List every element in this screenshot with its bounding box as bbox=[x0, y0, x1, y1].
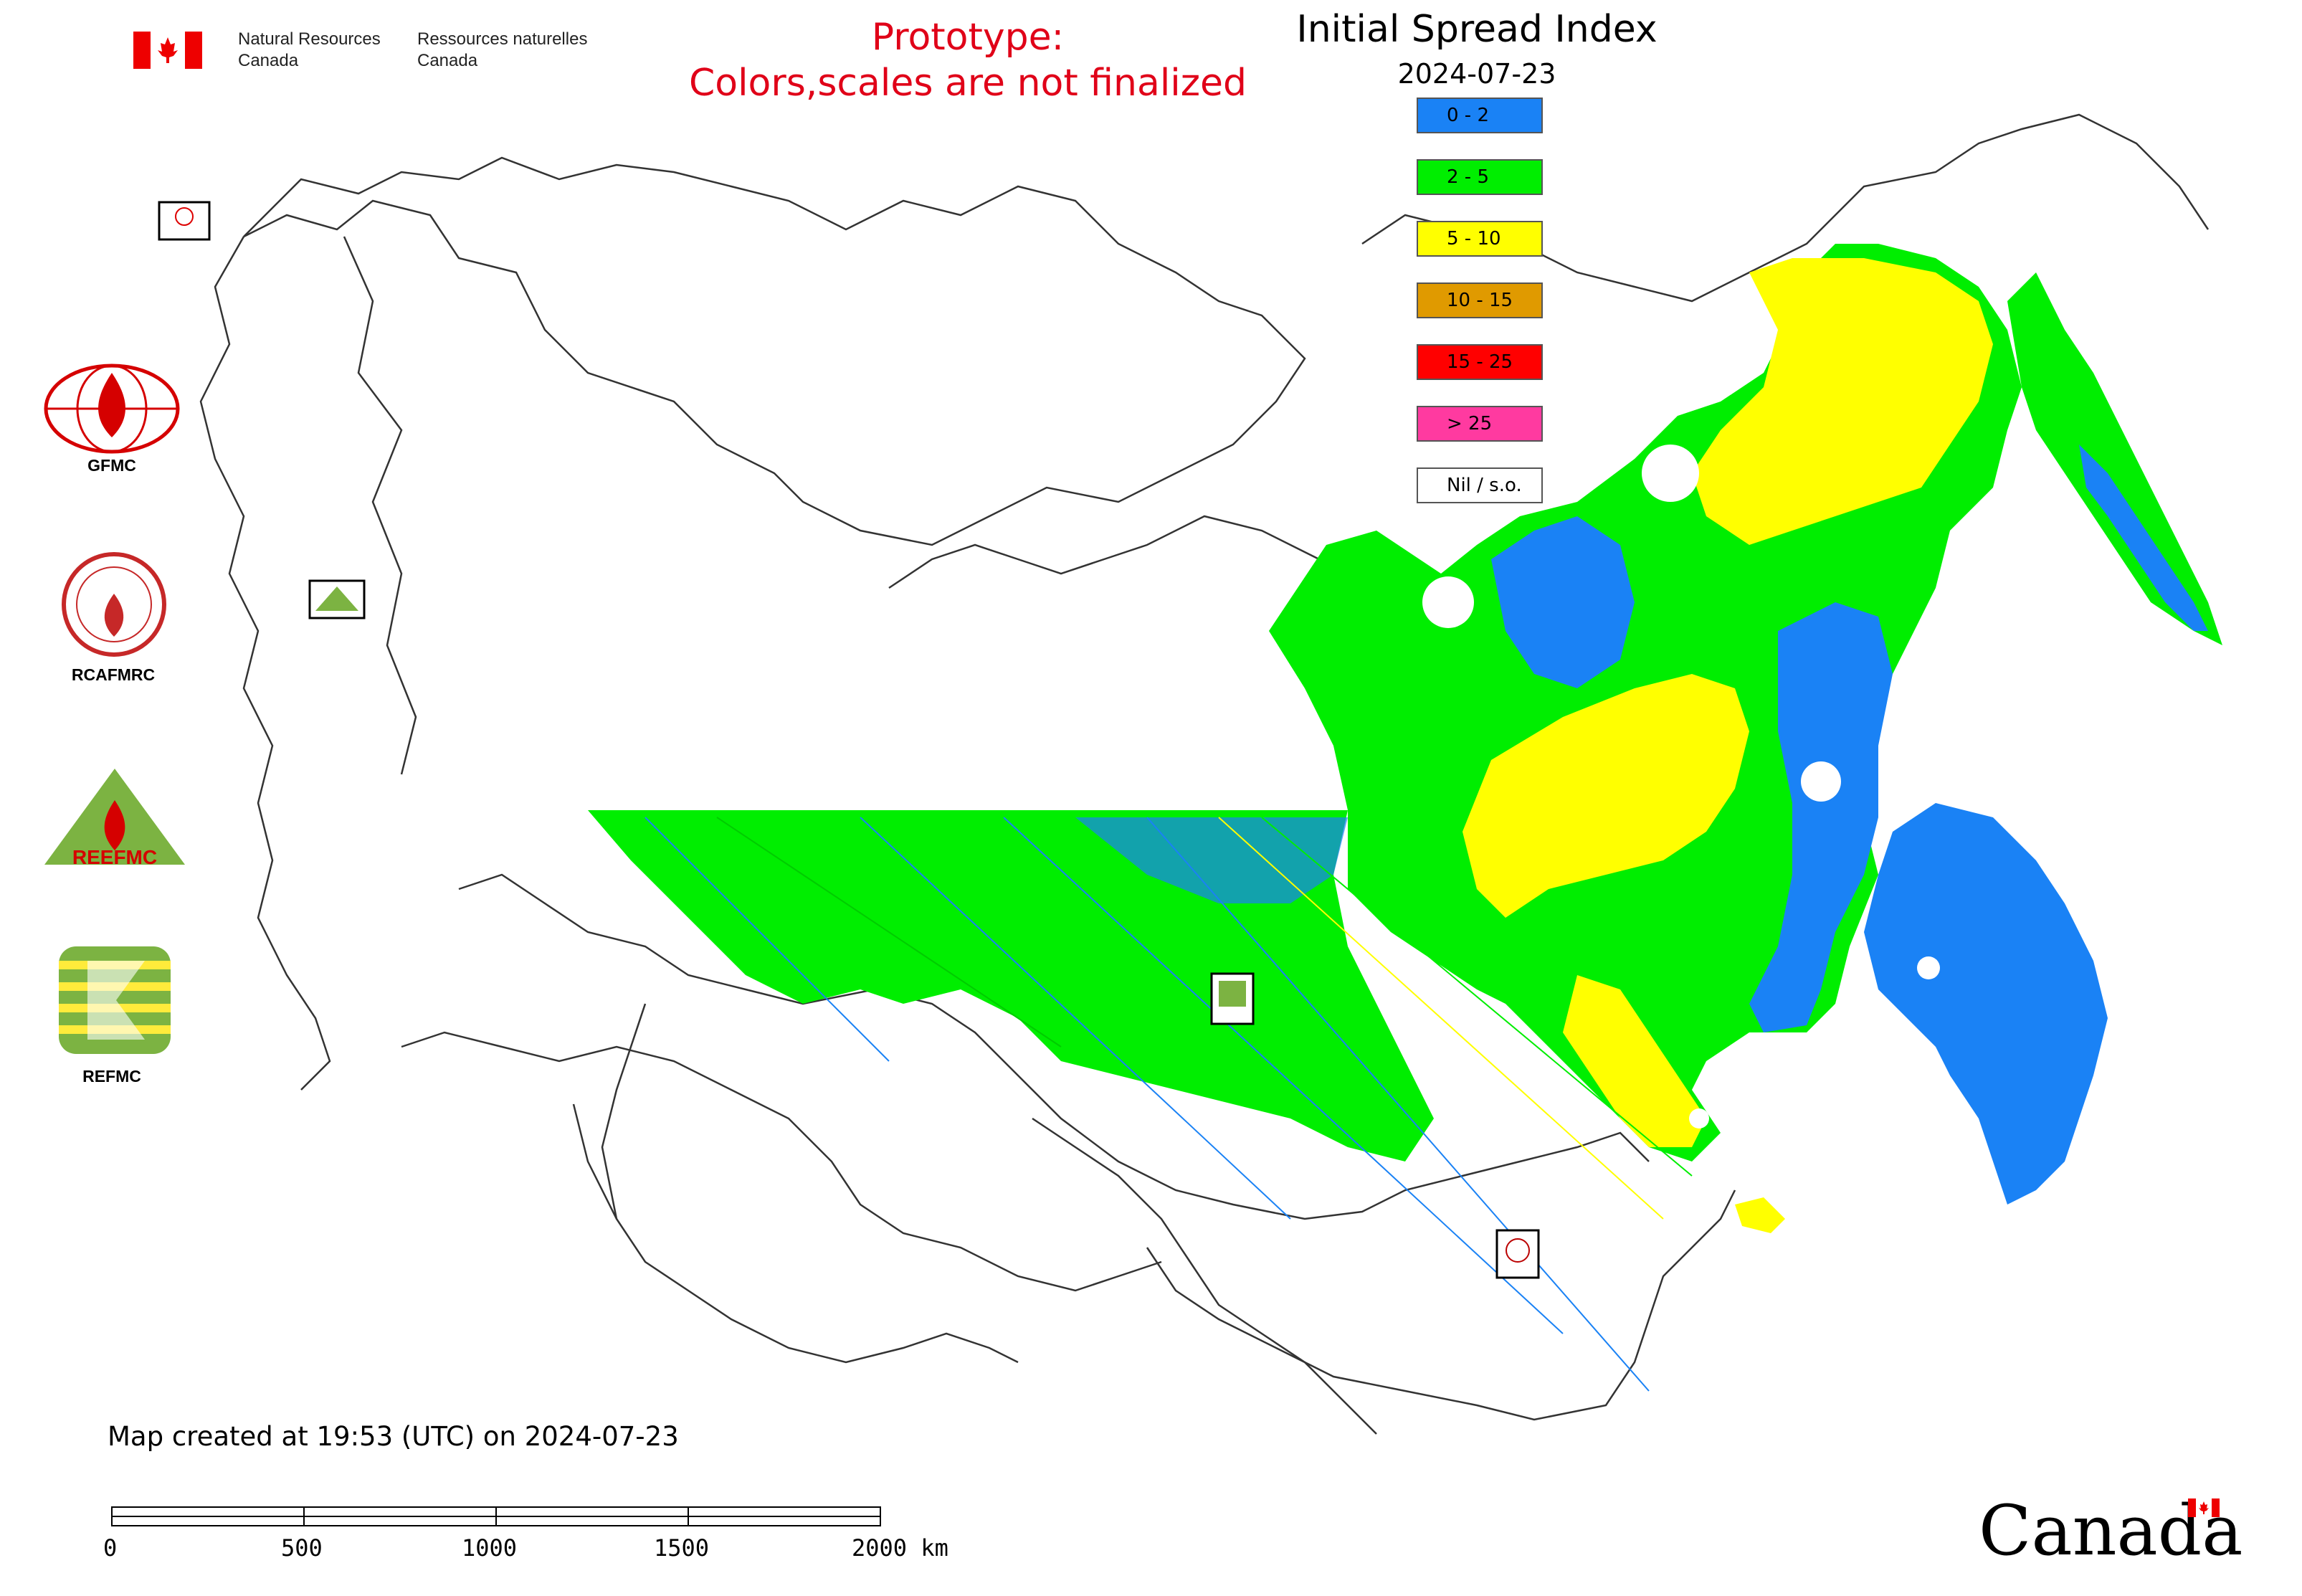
legend-item: 15 - 25 bbox=[1417, 344, 1543, 380]
scale-tick-label: 1000 bbox=[462, 1534, 518, 1562]
reefmc-logo-icon bbox=[44, 769, 185, 865]
marker-gfmc bbox=[158, 201, 211, 241]
scale-tick-label: 500 bbox=[281, 1534, 323, 1562]
scale-tick-label: 1500 bbox=[654, 1534, 710, 1562]
prototype-notice: Prototype: Colors,scales are not finaliz… bbox=[688, 16, 1247, 105]
created-timestamp: Map created at 19:53 (UTC) on 2024-07-23 bbox=[108, 1421, 679, 1452]
canada-flag-icon bbox=[133, 32, 202, 69]
legend-item: 10 - 15 bbox=[1417, 282, 1543, 318]
map-title: Initial Spread Index bbox=[1296, 8, 1657, 51]
agency-name-en: Natural Resources Canada bbox=[238, 29, 381, 70]
index-raster bbox=[588, 244, 2222, 1233]
refmc-logo-icon bbox=[59, 946, 171, 1054]
government-signature: Natural Resources Canada Ressources natu… bbox=[133, 29, 635, 79]
map-date: 2024-07-23 bbox=[1397, 58, 1556, 90]
legend-item: 2 - 5 bbox=[1417, 159, 1543, 195]
rcafmrc-logo-icon bbox=[62, 552, 166, 657]
legend-item: 0 - 2 bbox=[1417, 98, 1543, 133]
scale-tick-label: 0 bbox=[103, 1534, 118, 1562]
gfmc-label: GFMC bbox=[87, 456, 136, 475]
raster-streaks bbox=[645, 817, 1693, 1392]
gfmc-logo-icon bbox=[44, 364, 180, 454]
reefmc-label: REEFMC bbox=[72, 846, 158, 868]
scale-tick-label: 2000 km bbox=[852, 1534, 948, 1562]
country-borders bbox=[199, 113, 2210, 1435]
wordmark-flag-icon bbox=[2188, 1498, 2220, 1517]
legend-item: > 25 bbox=[1417, 406, 1543, 442]
legend-item: 5 - 10 bbox=[1417, 221, 1543, 257]
refmc-label: REFMC bbox=[82, 1067, 141, 1086]
scale-bar bbox=[111, 1506, 881, 1526]
legend-item: Nil / s.o. bbox=[1417, 467, 1543, 503]
marker-rcafmrc bbox=[1495, 1229, 1540, 1279]
agency-name-fr: Ressources naturelles Canada bbox=[417, 29, 588, 70]
rcafmrc-label: RCAFMRC bbox=[71, 665, 156, 684]
map-markers bbox=[158, 201, 1540, 1279]
canada-wordmark: Canada bbox=[1979, 1491, 2243, 1571]
